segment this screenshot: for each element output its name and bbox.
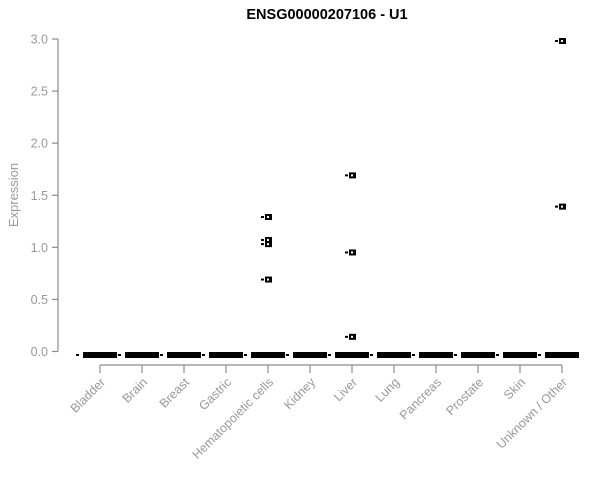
zero-dash bbox=[461, 352, 495, 358]
data-point-left-tick bbox=[555, 205, 558, 208]
category-label: Unknown / Other bbox=[494, 375, 570, 451]
zero-dash bbox=[251, 352, 285, 358]
y-tick-label: 2.0 bbox=[31, 137, 48, 151]
category-label: Liver bbox=[331, 375, 360, 404]
data-point-left-tick bbox=[345, 251, 348, 254]
data-point-center bbox=[351, 174, 353, 177]
zero-dash-cap bbox=[244, 354, 247, 356]
data-point-center bbox=[267, 278, 269, 281]
y-tick-label: 0.0 bbox=[31, 345, 48, 359]
zero-dash bbox=[419, 352, 453, 358]
data-point-left-tick bbox=[261, 238, 264, 241]
zero-dash bbox=[293, 352, 327, 358]
data-point-center bbox=[351, 335, 353, 338]
category-label: Pancreas bbox=[397, 375, 444, 422]
zero-dash bbox=[377, 352, 411, 358]
zero-dash-cap bbox=[202, 354, 205, 356]
category-label: Lung bbox=[373, 375, 403, 405]
zero-dash-cap bbox=[496, 354, 499, 356]
category-label: Breast bbox=[157, 375, 193, 411]
category-label: Brain bbox=[120, 375, 151, 406]
zero-dash-cap bbox=[286, 354, 289, 356]
zero-dash-cap bbox=[370, 354, 373, 356]
zero-dash bbox=[125, 352, 159, 358]
zero-dash bbox=[503, 352, 537, 358]
data-point-center bbox=[267, 238, 269, 241]
data-point-left-tick bbox=[261, 278, 264, 281]
data-point-center bbox=[561, 205, 563, 208]
zero-dash bbox=[83, 352, 117, 358]
data-point-left-tick bbox=[261, 216, 264, 219]
zero-dash bbox=[335, 352, 369, 358]
category-label: Prostate bbox=[443, 375, 486, 418]
category-label: Bladder bbox=[68, 375, 108, 415]
category-label: Kidney bbox=[281, 375, 318, 412]
data-point-left-tick bbox=[555, 40, 558, 42]
chart-title: ENSG00000207106 - U1 bbox=[246, 7, 408, 23]
zero-dash-cap bbox=[412, 354, 415, 356]
y-tick-label: 1.5 bbox=[31, 189, 48, 203]
data-point-center bbox=[561, 40, 563, 42]
y-tick-label: 0.5 bbox=[31, 293, 48, 307]
zero-dash-cap bbox=[76, 354, 79, 356]
zero-dash-cap bbox=[118, 354, 121, 356]
data-point-center bbox=[267, 216, 269, 219]
category-label: Hematopoietic cells bbox=[190, 375, 277, 462]
zero-dash-cap bbox=[160, 354, 163, 356]
zero-dash bbox=[209, 352, 243, 358]
data-point-left-tick bbox=[345, 335, 348, 338]
zero-dash-cap bbox=[454, 354, 457, 356]
zero-dash-cap bbox=[538, 354, 541, 356]
zero-dash-cap bbox=[328, 354, 331, 356]
data-point-center bbox=[351, 251, 353, 254]
category-label: Skin bbox=[501, 375, 528, 402]
data-point-center bbox=[267, 243, 269, 246]
y-tick-label: 1.0 bbox=[31, 241, 48, 255]
data-point-left-tick bbox=[345, 174, 348, 177]
data-point-left-tick bbox=[261, 243, 264, 246]
y-tick-label: 2.5 bbox=[31, 85, 48, 99]
category-label: Gastric bbox=[196, 375, 234, 413]
zero-dash bbox=[545, 352, 579, 358]
zero-dash bbox=[167, 352, 201, 358]
y-tick-label: 3.0 bbox=[31, 33, 48, 47]
